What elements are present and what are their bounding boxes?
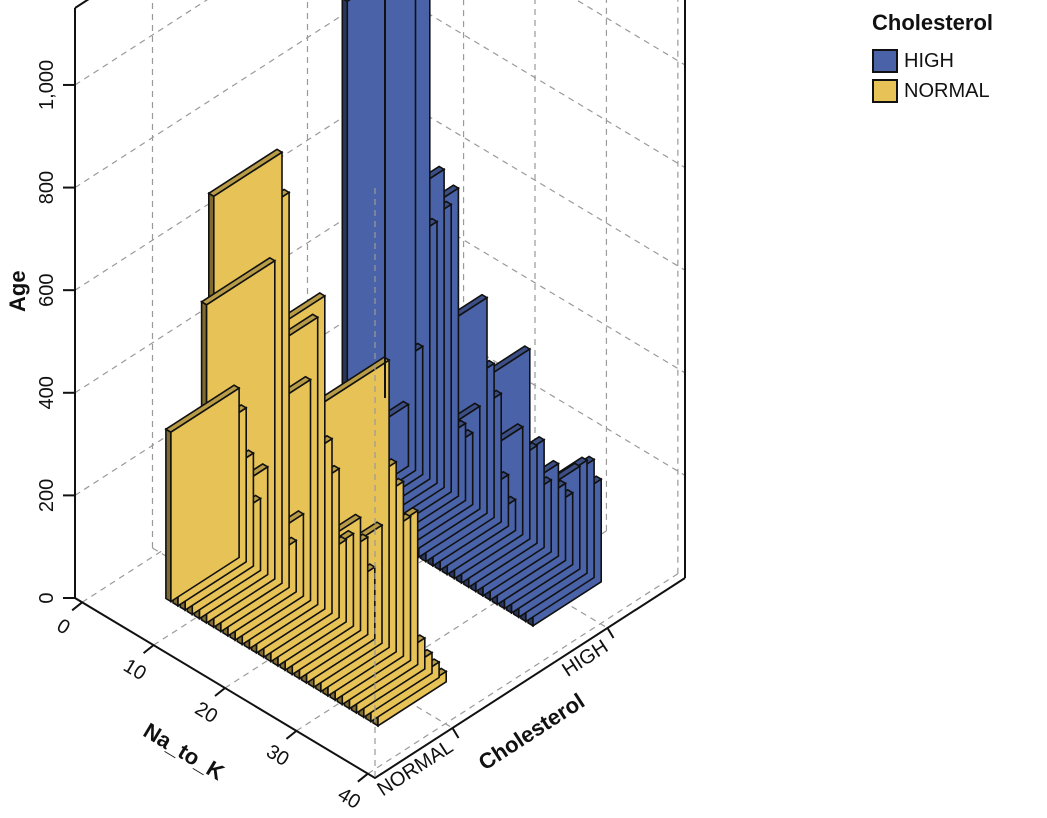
legend-swatch-high: [872, 49, 898, 73]
x-tick-1: [142, 644, 155, 654]
bar-front: [170, 386, 240, 603]
legend-swatch-normal: [872, 79, 898, 103]
cat-tick-label-0: NORMAL: [373, 736, 457, 801]
frame-top-back: [74, 0, 686, 578]
legend-label-high: HIGH: [904, 49, 954, 72]
x-tick-label-4: 40: [334, 783, 364, 813]
legend: Cholesterol HIGH NORMAL: [872, 10, 993, 106]
bar-normal-0: [164, 384, 241, 603]
z-tick-label-1: 200: [36, 479, 58, 512]
legend-title: Cholesterol: [872, 10, 994, 35]
gridline-z-5: [74, 0, 686, 86]
gridline-z-4: [74, 0, 686, 189]
x-tick-4: [357, 772, 369, 783]
z-tick-label-3: 600: [36, 273, 58, 306]
x-tick-3: [285, 730, 298, 740]
legend-item-high: HIGH: [872, 46, 993, 76]
x-tick-2: [214, 687, 226, 697]
z-tick-label-5: 1,000: [36, 60, 58, 110]
z-tick-label-0: 0: [36, 592, 58, 603]
x-tick-label-3: 30: [262, 741, 292, 771]
x-axis-title: Na_to_K: [139, 718, 228, 785]
z-axis-title: Age: [5, 270, 30, 312]
z-tick-label-4: 800: [36, 171, 58, 204]
cat-tick-1: [606, 627, 615, 639]
x-tick-label-2: 20: [191, 698, 221, 728]
x-tick-label-0: 0: [53, 615, 74, 640]
z-tick-label-2: 400: [36, 376, 58, 409]
cat-tick-0: [451, 727, 460, 739]
legend-label-normal: NORMAL: [904, 79, 990, 102]
x-tick-label-1: 10: [119, 655, 149, 685]
x-tick-0: [71, 601, 83, 612]
bar-front: [377, 670, 448, 728]
legend-item-normal: NORMAL: [872, 76, 993, 106]
cat-axis-title: Cholesterol: [474, 688, 589, 775]
